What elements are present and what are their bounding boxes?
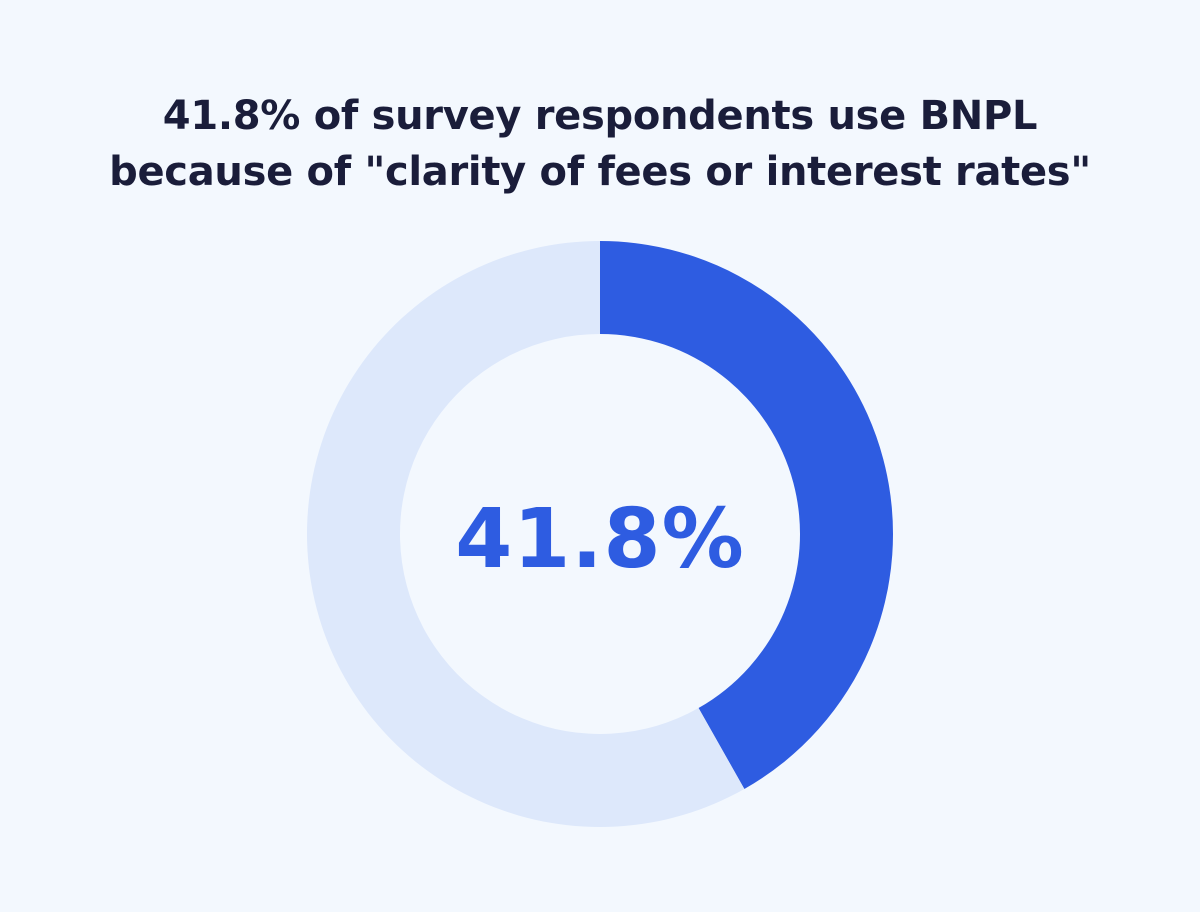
donut-slice-highlight xyxy=(600,241,893,789)
chart-title-line-1: 41.8% of survey respondents use BNPL xyxy=(162,93,1038,139)
chart-title-line-2: because of "clarity of fees or interest … xyxy=(109,149,1091,195)
chart-title: 41.8% of survey respondents use BNPL bec… xyxy=(0,88,1200,200)
donut-center-label: 41.8% xyxy=(455,492,745,587)
donut-slice-remainder xyxy=(307,240,745,827)
